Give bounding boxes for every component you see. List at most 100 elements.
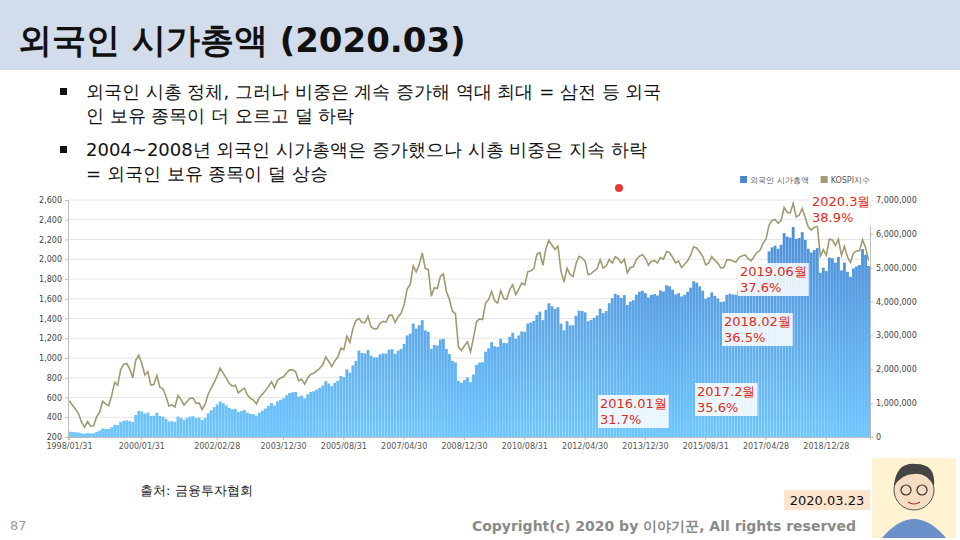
bar	[532, 321, 535, 437]
avatar-body	[882, 519, 946, 538]
annotation-value: 38.9%	[812, 210, 853, 225]
bar	[71, 432, 74, 437]
y-axis-tick-mark	[65, 279, 68, 280]
bar	[391, 349, 394, 437]
bar	[288, 393, 291, 437]
bar	[584, 312, 587, 437]
y-axis-tick-label: 1,200	[39, 334, 62, 343]
bar	[164, 419, 167, 437]
bar	[180, 418, 183, 437]
annotations: 2016.01월31.7%2017.2월35.6%2018.02월36.5%20…	[598, 193, 873, 428]
annotation: 2018.02월36.5%	[722, 313, 793, 346]
bar	[445, 349, 448, 437]
bar	[478, 363, 481, 437]
bar	[671, 290, 674, 437]
line	[69, 203, 868, 427]
x-axis-tick-label: 2015/08/31	[683, 442, 729, 451]
bar	[339, 376, 342, 437]
bar	[430, 349, 433, 437]
y-axis-tick-label: 1,600	[39, 295, 62, 304]
bar	[418, 325, 421, 437]
bar	[291, 392, 294, 437]
annotation-label: 2019.06월	[740, 264, 807, 279]
bar	[457, 381, 460, 437]
bar	[231, 409, 234, 437]
bar	[89, 433, 92, 437]
bar	[541, 320, 544, 437]
avatar	[872, 458, 956, 538]
y-axis-tick: 2,000	[39, 255, 68, 264]
bar	[846, 272, 849, 437]
bar	[424, 330, 427, 437]
grid-line	[68, 200, 870, 201]
bar	[406, 335, 409, 437]
y2-axis-tick-mark	[870, 335, 873, 336]
y-axis-tick-label: 2,000	[39, 255, 62, 264]
bar	[514, 339, 517, 437]
x-axis-tick: 2017/04/28	[743, 437, 789, 451]
bar	[587, 321, 590, 437]
bar	[484, 352, 487, 437]
y2-axis-tick: 5,000,000	[870, 264, 917, 273]
bar	[149, 416, 152, 437]
bar	[373, 357, 376, 437]
bar	[490, 342, 493, 437]
bar	[330, 386, 333, 437]
annotation-patch	[722, 313, 793, 346]
bar	[354, 361, 357, 437]
bar	[496, 347, 499, 437]
bar	[487, 348, 490, 437]
x-axis-tick-mark	[404, 437, 405, 440]
legend: 외국인 시가총액KOSPI지수	[740, 176, 870, 185]
x-axis-tick: 1998/01/31	[46, 437, 92, 451]
bar	[216, 404, 219, 437]
legend-item: KOSPI지수	[821, 176, 870, 185]
bar	[119, 422, 122, 437]
bar	[379, 354, 382, 437]
y2-axis-tick-label: 2,000,000	[876, 365, 917, 374]
annotation-value: 31.7%	[600, 412, 641, 427]
y-axis-tick-mark	[65, 240, 68, 241]
bar-series	[68, 227, 870, 437]
x-axis-tick-label: 2017/04/28	[743, 442, 789, 451]
date-box	[784, 490, 870, 510]
y2-axis-tick-label: 1,000,000	[876, 399, 917, 408]
bar	[578, 311, 581, 437]
bar	[267, 406, 270, 437]
bar	[508, 337, 511, 437]
y2-axis-tick-label: 3,000,000	[876, 331, 917, 340]
y-axis-tick: 400	[47, 413, 68, 422]
bar	[520, 331, 523, 437]
bar	[481, 362, 484, 437]
bar	[831, 258, 834, 437]
grid-line	[68, 239, 870, 240]
grid	[68, 200, 870, 437]
bar	[107, 429, 110, 437]
x-axis-tick-label: 2002/02/28	[194, 442, 240, 451]
x-axis-tick-label: 2013/12/30	[622, 442, 668, 451]
y2-axis-tick-mark	[870, 369, 873, 370]
bar	[460, 383, 463, 437]
bar	[252, 414, 255, 437]
x-axis-tick: 2008/12/30	[441, 437, 487, 451]
bar	[137, 411, 140, 437]
bar	[83, 434, 86, 437]
x-axis-tick-mark	[585, 437, 586, 440]
bar	[140, 411, 143, 437]
y-axis-tick-mark	[65, 437, 68, 438]
y-axis-tick: 1,400	[39, 315, 68, 324]
bar	[198, 418, 201, 437]
bar	[686, 292, 689, 437]
bar	[243, 410, 246, 437]
bar	[385, 354, 388, 437]
bar	[566, 321, 569, 437]
bar	[207, 413, 210, 437]
bar	[364, 353, 367, 437]
annotation-patch	[810, 193, 873, 226]
bar	[689, 288, 692, 437]
bar	[134, 415, 137, 437]
bar	[394, 354, 397, 437]
x-axis-tick: 2005/08/31	[321, 437, 367, 451]
bar	[333, 383, 336, 437]
x-axis-tick-mark	[141, 437, 142, 440]
